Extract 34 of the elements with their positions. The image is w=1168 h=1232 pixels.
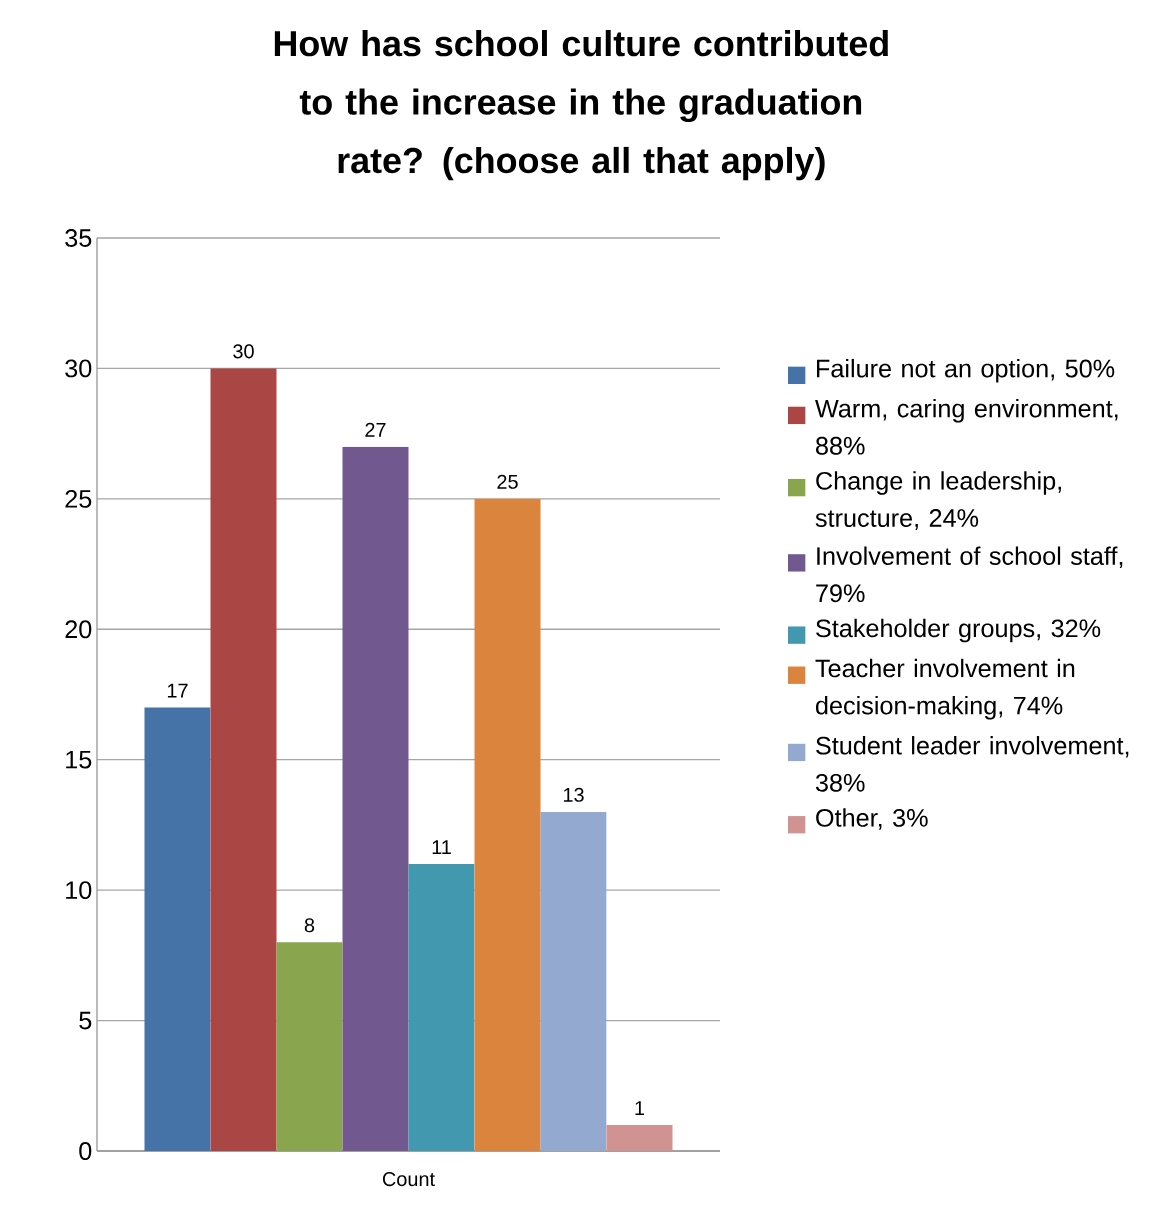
bar [474,498,541,1151]
legend-label: Warm, caring environment, 88% [814,398,1118,455]
bar [408,864,475,1151]
bar [276,942,343,1151]
y-tick-label: 35 [65,229,92,247]
y-tick-label: 10 [66,881,92,900]
data-label: 13 [563,787,584,802]
y-tick-label: 30 [65,359,92,378]
bar [210,368,277,1151]
chart-title: How has school culture contributed to the increase in the graduation rate? (choose all that apply) [274,30,888,181]
y-tick-label: 20 [65,620,92,639]
data-label: 30 [233,344,254,359]
data-label: 11 [432,840,451,855]
bar [606,1124,673,1151]
legend-label: Student leader involvement, 38% [815,736,1129,792]
bar [342,446,409,1151]
y-tick-label: 15 [66,750,92,769]
y-tick-label: 25 [65,489,92,508]
legend-label: Other, 3% [816,808,928,830]
legend-label: Teacher involvement in decision-making, 74% [815,658,1075,720]
y-tick-label: 5 [79,1011,92,1030]
data-label: 17 [167,683,188,698]
bar [540,811,607,1151]
legend-label: Failure not an option, 50% [816,358,1115,383]
bar [144,707,211,1151]
data-label: 25 [497,474,518,489]
y-tick-label: 0 [79,1142,92,1160]
legend-label: Change in leadership, structure, 24% [815,471,1061,530]
x-tick-label: Count [382,1172,435,1187]
data-label: 8 [304,918,315,933]
data-label: 1 [635,1101,644,1115]
legend-label: Involvement of school staff, 79% [816,546,1123,603]
data-label: 27 [365,422,386,437]
legend-label: Stakeholder groups, 32% [815,618,1101,643]
